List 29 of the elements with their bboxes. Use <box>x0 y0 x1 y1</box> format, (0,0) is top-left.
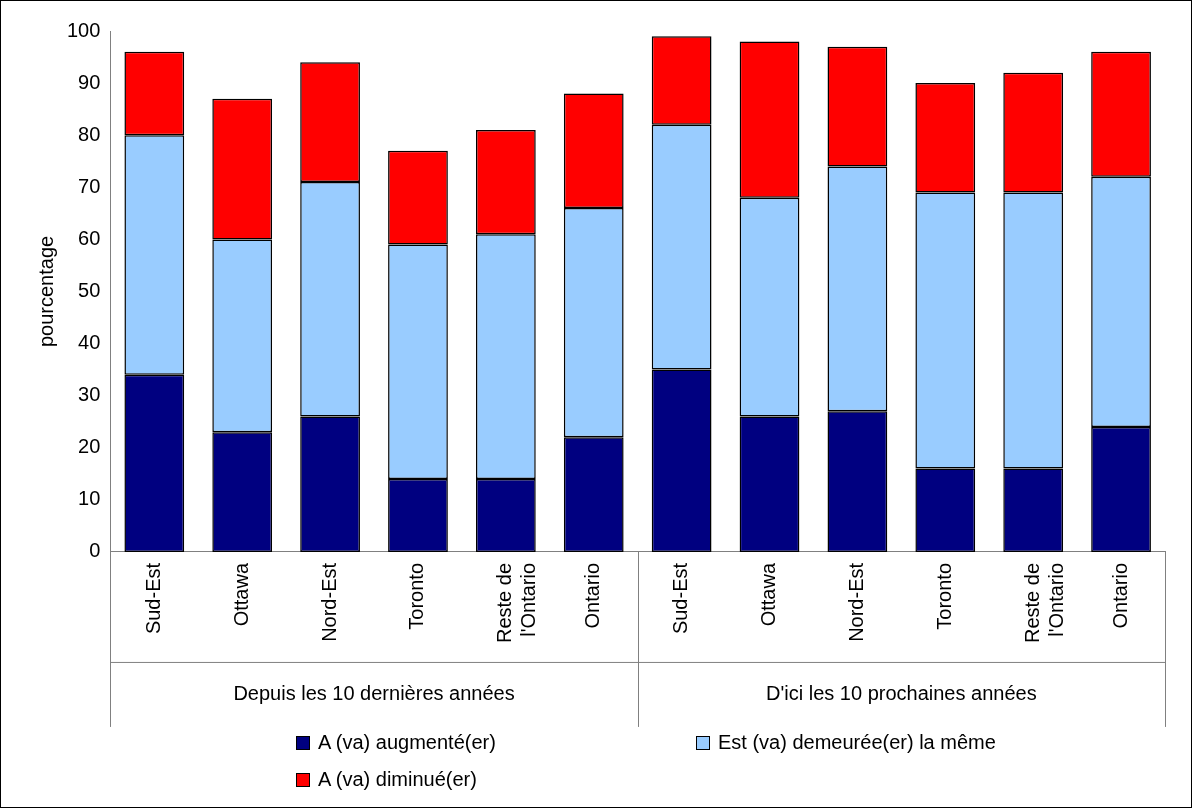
y-tick-label: 10 <box>78 487 101 510</box>
text: Depuis les 10 dernières années <box>233 681 515 704</box>
y-tick-label: 20 <box>78 435 101 458</box>
x-tick-label: Ontario <box>1108 562 1131 629</box>
y-tick-label: 60 <box>78 226 101 249</box>
x-tick-label: Reste de l'Ontario <box>1020 562 1067 644</box>
y-tick-label: 90 <box>78 70 101 93</box>
y-tick-label: 100 <box>66 18 101 41</box>
y-tick-label: 30 <box>78 383 101 406</box>
x-tick-label: Reste de l'Ontario <box>493 562 540 644</box>
y-tick-label: 80 <box>78 122 101 145</box>
x-tick-label: Ontario <box>581 562 604 629</box>
y-tick-label: 0 <box>89 539 101 562</box>
legend-label: A (va) augmenté(er) <box>318 731 496 754</box>
x-tick-label: Ottawa <box>229 562 252 627</box>
y-tick-label: 40 <box>78 331 101 354</box>
y-tick-label: 70 <box>78 174 101 197</box>
legend-label: Est (va) demeurée(er) la même <box>718 731 996 754</box>
x-tick-label: Nord-Est <box>317 562 340 642</box>
x-tick-label: Ottawa <box>757 562 780 627</box>
x-tick-label: Sud-Est <box>669 562 692 635</box>
y-axis-title: pourcentage <box>34 235 57 348</box>
x-tick-label: Nord-Est <box>844 562 867 642</box>
x-tick-label: Toronto <box>405 562 428 630</box>
x-tick-label: Sud-Est <box>141 562 164 635</box>
y-tick-label: 50 <box>78 278 101 301</box>
text: D'ici les 10 prochaines années <box>766 681 1037 704</box>
legend-label: A (va) diminué(er) <box>318 768 477 791</box>
x-tick-label: Toronto <box>932 562 955 630</box>
